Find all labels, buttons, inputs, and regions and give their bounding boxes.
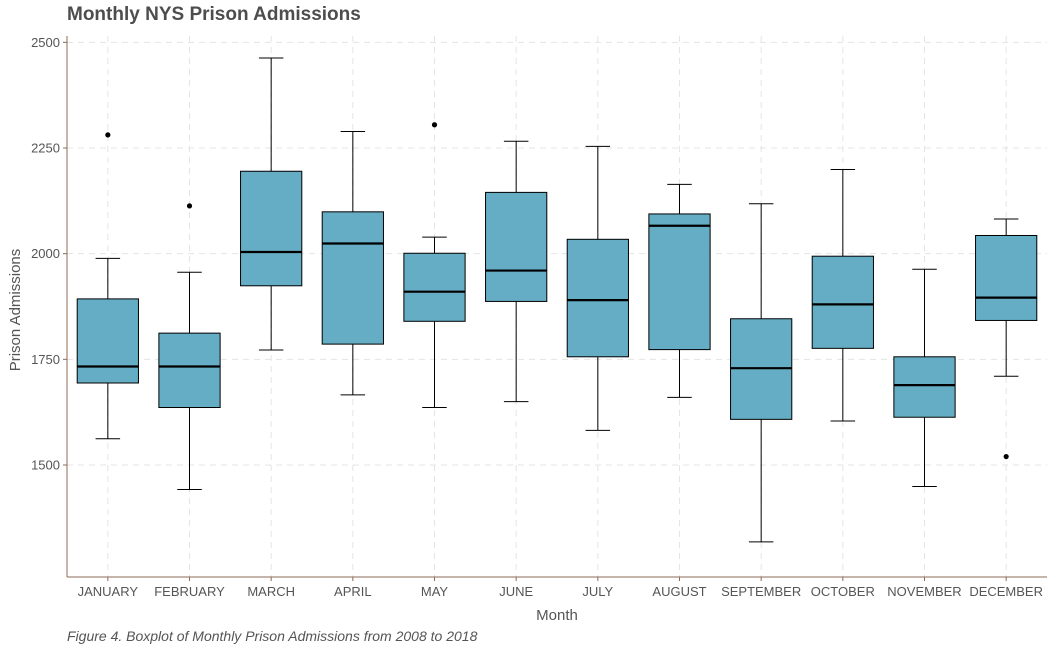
y-tick-label: 1500 — [31, 457, 60, 472]
iqr-box — [403, 252, 466, 322]
grid-lines — [67, 36, 1047, 577]
x-tick-label: MARCH — [247, 584, 295, 599]
y-tick-label: 2000 — [31, 246, 60, 261]
box-september — [730, 203, 793, 543]
box-series — [76, 57, 1038, 543]
x-tick-label: JULY — [582, 584, 613, 599]
iqr-box — [76, 298, 139, 384]
box-october — [811, 169, 874, 422]
y-tick-label: 2250 — [31, 141, 60, 156]
iqr-box — [485, 191, 548, 302]
iqr-box — [648, 213, 711, 351]
y-tick-label: 2500 — [31, 35, 60, 50]
box-july — [566, 145, 629, 431]
x-tick-label: MAY — [421, 584, 449, 599]
iqr-box — [975, 234, 1038, 321]
x-tick-label: DECEMBER — [969, 584, 1043, 599]
box-may — [403, 122, 466, 409]
iqr-box — [158, 332, 221, 409]
iqr-box — [566, 238, 629, 358]
outlier-point — [1003, 453, 1009, 460]
box-november — [893, 268, 956, 488]
box-august — [648, 183, 711, 398]
x-axis-title: Month — [536, 607, 578, 624]
box-december — [975, 218, 1038, 460]
x-tick-label: JUNE — [499, 584, 533, 599]
outlier-point — [105, 132, 111, 138]
x-tick-label: JANUARY — [78, 584, 139, 599]
x-tick-label: APRIL — [334, 584, 372, 599]
x-tick-label: SEPTEMBER — [721, 584, 801, 599]
x-tick-label: AUGUST — [652, 584, 706, 599]
outlier-point — [431, 122, 438, 128]
x-tick-label: FEBRUARY — [154, 584, 225, 599]
box-february — [158, 203, 221, 491]
iqr-box — [811, 255, 874, 349]
iqr-box — [893, 356, 956, 418]
figure-caption: Figure 4. Boxplot of Monthly Prison Admi… — [67, 628, 478, 644]
box-march — [240, 57, 303, 351]
outlier-point — [186, 203, 193, 209]
box-april — [321, 131, 384, 396]
y-tick-labels: 1500 1750 2000 2250 2500 — [31, 35, 67, 472]
chart-title: Monthly NYS Prison Admissions — [67, 4, 361, 25]
y-axis-title: Prison Admissions — [7, 249, 24, 372]
y-tick-label: 1750 — [31, 352, 60, 367]
axes — [66, 36, 1047, 578]
x-tick-labels: JANUARY FEBRUARY MARCH APRIL MAY JUNE JULY AUGU… — [78, 577, 1043, 599]
iqr-box — [321, 211, 384, 345]
x-tick-label: NOVEMBER — [887, 584, 961, 599]
iqr-box — [240, 170, 303, 287]
box-january — [76, 132, 139, 440]
box-june — [485, 140, 548, 403]
x-tick-label: OCTOBER — [811, 584, 875, 599]
